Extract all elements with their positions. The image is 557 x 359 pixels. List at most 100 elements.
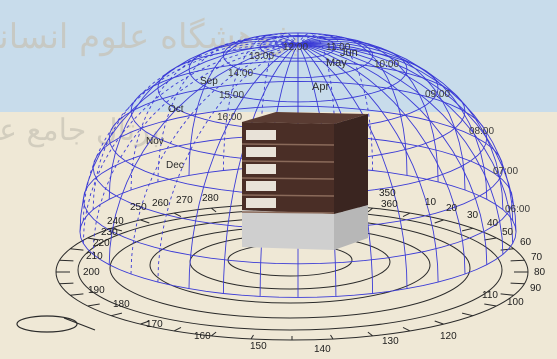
azimuth-label: 90 — [530, 283, 542, 294]
azimuth-label: 60 — [520, 237, 532, 248]
azimuth-tick — [434, 219, 444, 224]
azimuth-tick — [111, 312, 123, 317]
hour-label: 12:00 — [283, 42, 308, 53]
azimuth-label: 100 — [507, 297, 524, 308]
dome-altitude-ring — [259, 35, 337, 59]
building-base-side — [334, 205, 368, 250]
azimuth-label: 70 — [531, 252, 543, 263]
azimuth-label: 230 — [101, 227, 118, 238]
azimuth-tick — [484, 303, 497, 307]
hour-label: 09:00 — [425, 89, 450, 100]
azimuth-label: 350 — [379, 188, 396, 199]
hour-label: 13:00 — [249, 51, 274, 62]
azimuth-tick — [87, 237, 100, 241]
azimuth-label: 170 — [146, 319, 163, 330]
dome-altitude-ring — [108, 80, 488, 196]
building-floor-line — [241, 211, 335, 214]
month-label: Dec — [166, 160, 184, 171]
dome-meridian — [79, 43, 299, 233]
azimuth-tick — [484, 237, 497, 241]
dome-meridian — [297, 35, 408, 176]
dome-meridian — [297, 43, 439, 283]
azimuth-tick — [434, 320, 444, 325]
month-label: May — [326, 57, 347, 69]
watermark-line1: پژوهشگاه علوم انسانی — [0, 17, 300, 57]
azimuth-tick — [59, 259, 74, 262]
azimuth-label: 80 — [534, 267, 546, 278]
month-label: Apr — [312, 81, 329, 93]
dome-meridian — [157, 36, 299, 182]
azimuth-tick — [87, 303, 100, 307]
azimuth-label: 10 — [425, 197, 437, 208]
building-roof — [242, 112, 368, 124]
azimuth-tick — [402, 326, 411, 332]
dome-altitude-ring — [222, 32, 374, 79]
building-base-front — [242, 210, 334, 250]
azimuth-tick — [173, 326, 182, 332]
azimuth-label: 360 — [381, 199, 398, 210]
azimuth-label: 210 — [86, 251, 103, 262]
azimuth-tick — [500, 293, 514, 296]
azimuth-label: 20 — [446, 203, 458, 214]
building-window — [246, 130, 276, 140]
month-label: Nov — [146, 136, 164, 147]
azimuth-label: 220 — [93, 238, 110, 249]
azimuth-label: 280 — [202, 193, 219, 204]
dome-altitude-ring — [92, 105, 504, 230]
hour-label: 06:00 — [505, 204, 530, 215]
building-window — [246, 164, 276, 174]
dome-meridian — [259, 32, 299, 168]
hour-label: 16:00 — [217, 112, 242, 123]
month-labels: Jun May Apr Sep Oct Nov Dec — [146, 47, 358, 171]
azimuth-tick — [70, 293, 84, 296]
azimuth-tick — [173, 212, 182, 218]
inset-compass — [16, 315, 96, 333]
hour-label: 07:00 — [493, 166, 518, 177]
azimuth-tick — [210, 207, 217, 213]
month-label: Jun — [340, 47, 358, 59]
building-model — [241, 112, 368, 250]
azimuth-label: 260 — [152, 198, 169, 209]
azimuth-label: 150 — [250, 341, 267, 352]
dome-meridian — [297, 43, 514, 244]
azimuth-label: 200 — [83, 267, 100, 278]
azimuth-label: 180 — [113, 299, 130, 310]
azimuth-tick — [461, 227, 473, 232]
azimuth-label: 160 — [194, 331, 211, 342]
dome-meridian — [297, 43, 514, 221]
dome-meridian — [108, 43, 299, 265]
dome-altitude-ring — [157, 45, 439, 131]
dome-meridian — [188, 35, 299, 176]
building-floor-line — [241, 194, 335, 197]
azimuth-label: 190 — [88, 285, 105, 296]
azimuth-tick — [461, 312, 473, 317]
azimuth-tick — [59, 282, 74, 285]
dome-meridian — [157, 43, 299, 283]
building-side-face — [334, 114, 368, 214]
hour-label: 10:00 — [374, 59, 399, 70]
azimuth-tick — [250, 334, 254, 340]
dome-meridian — [297, 43, 466, 275]
azimuth-label: 130 — [382, 336, 399, 347]
dome-meridian — [92, 42, 299, 210]
dome-altitude-ring — [130, 60, 466, 162]
azimuth-label: 30 — [467, 210, 479, 221]
dome-meridian — [82, 43, 299, 221]
azimuth-tick — [70, 248, 84, 251]
azimuth-tick — [140, 219, 150, 224]
azimuth-label: 270 — [176, 195, 193, 206]
azimuth-label: 40 — [487, 218, 499, 229]
azimuth-tick — [367, 331, 374, 337]
hour-label: 14:00 — [228, 68, 253, 79]
azimuth-label: 240 — [107, 216, 124, 227]
azimuth-label: 140 — [314, 344, 331, 355]
dome-meridian — [130, 43, 299, 275]
building-floor-line — [241, 160, 335, 163]
azimuth-tick — [367, 207, 374, 213]
dome-meridian — [297, 32, 337, 168]
dome-meridian — [297, 42, 504, 210]
azimuth-label: 110 — [482, 290, 498, 301]
month-label: Oct — [168, 104, 184, 115]
